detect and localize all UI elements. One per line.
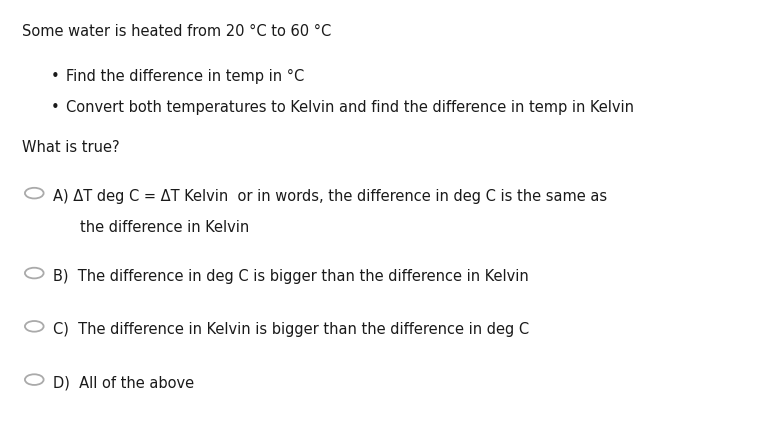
Text: A) ΔT deg C = ΔT Kelvin  or in words, the difference in deg C is the same as: A) ΔT deg C = ΔT Kelvin or in words, the… [53,189,607,204]
Text: C)  The difference in Kelvin is bigger than the difference in deg C: C) The difference in Kelvin is bigger th… [53,322,529,337]
Text: Some water is heated from 20 °C to 60 °C: Some water is heated from 20 °C to 60 °C [22,24,331,40]
Text: Find the difference in temp in °C: Find the difference in temp in °C [66,69,305,84]
Text: B)  The difference in deg C is bigger than the difference in Kelvin: B) The difference in deg C is bigger tha… [53,269,529,284]
Text: Convert both temperatures to Kelvin and find the difference in temp in Kelvin: Convert both temperatures to Kelvin and … [66,100,634,115]
Text: •: • [51,100,59,115]
Text: D)  All of the above: D) All of the above [53,375,194,390]
Text: •: • [51,69,59,84]
Text: What is true?: What is true? [22,140,119,155]
Text: the difference in Kelvin: the difference in Kelvin [80,220,249,235]
